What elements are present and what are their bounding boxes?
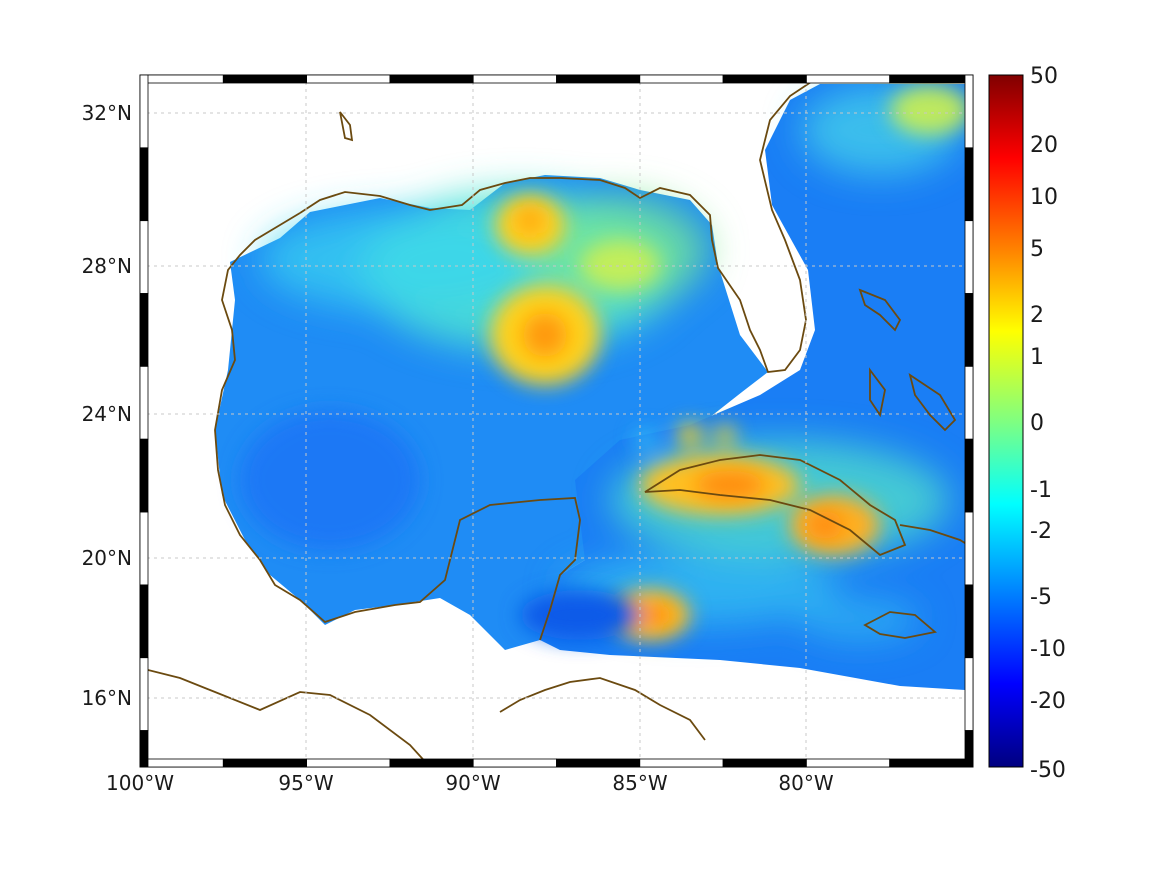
frame-segment bbox=[139, 293, 149, 367]
lat-label-16n: 16°N bbox=[82, 686, 132, 710]
frame-segment bbox=[222, 74, 308, 84]
frame-segment bbox=[389, 74, 474, 84]
frame-segment bbox=[964, 220, 974, 294]
frame-segment bbox=[139, 220, 149, 294]
frame-segment bbox=[306, 758, 391, 768]
colorbar-label: 10 bbox=[1030, 185, 1058, 210]
frame-segment bbox=[556, 74, 641, 84]
lon-label-85w: 85°W bbox=[612, 771, 667, 795]
lat-label-20n: 20°N bbox=[82, 546, 132, 570]
colorbar-label: 2 bbox=[1030, 303, 1044, 328]
colorbar-label: -1 bbox=[1030, 478, 1052, 503]
frame-segment bbox=[306, 74, 391, 84]
map-frame bbox=[139, 74, 974, 768]
lon-label-95w: 95°W bbox=[278, 771, 333, 795]
frame-segment bbox=[139, 511, 149, 586]
colorbar: 50 20 10 5 2 1 0 -1 -2 -5 -10 -20 -50 bbox=[988, 64, 1066, 783]
frame-segment bbox=[964, 293, 974, 367]
frame-segment bbox=[722, 74, 807, 84]
frame-segment bbox=[139, 584, 149, 659]
frame-segment bbox=[139, 74, 149, 149]
frame-segment bbox=[139, 730, 149, 768]
frame-segment bbox=[222, 758, 308, 768]
frame-segment bbox=[964, 657, 974, 731]
frame-segment bbox=[964, 730, 974, 768]
coastlines bbox=[140, 75, 973, 767]
colorbar-label: -10 bbox=[1030, 637, 1066, 662]
longitude-labels: 100°W 95°W 90°W 85°W 80°W bbox=[106, 771, 834, 795]
frame-segment bbox=[139, 74, 224, 84]
colorbar-label: -20 bbox=[1030, 689, 1066, 714]
colorbar-label: 20 bbox=[1030, 133, 1058, 158]
frame-segment bbox=[964, 584, 974, 659]
lon-label-100w: 100°W bbox=[106, 771, 174, 795]
frame-segment bbox=[889, 758, 974, 768]
lat-label-24n: 24°N bbox=[82, 402, 132, 426]
frame-segment bbox=[806, 758, 891, 768]
lon-label-80w: 80°W bbox=[778, 771, 833, 795]
colorbar-label: 0 bbox=[1030, 411, 1044, 436]
frame-segment bbox=[964, 365, 974, 440]
data-field bbox=[215, 84, 970, 690]
colorbar-label: 50 bbox=[1030, 64, 1058, 89]
lon-label-90w: 90°W bbox=[445, 771, 500, 795]
lat-label-32n: 32°N bbox=[82, 101, 132, 125]
colorbar-label: -2 bbox=[1030, 519, 1052, 544]
colorbar-label: -5 bbox=[1030, 585, 1052, 610]
frame-segment bbox=[964, 511, 974, 586]
frame-segment bbox=[556, 758, 641, 768]
frame-segment bbox=[472, 758, 557, 768]
frame-segment bbox=[639, 758, 724, 768]
frame-segment bbox=[139, 365, 149, 440]
frame-segment bbox=[389, 758, 474, 768]
frame-segment bbox=[639, 74, 724, 84]
frame-segment bbox=[889, 74, 974, 84]
colorbar-label: 1 bbox=[1030, 345, 1044, 370]
colorbar-labels: 50 20 10 5 2 1 0 -1 -2 -5 -10 -20 -50 bbox=[1030, 64, 1066, 783]
colorbar-scale bbox=[988, 74, 1024, 768]
frame-segment bbox=[964, 147, 974, 222]
graticule bbox=[140, 75, 973, 767]
colorbar-label: -50 bbox=[1030, 758, 1066, 783]
lat-label-28n: 28°N bbox=[82, 254, 132, 278]
frame-segment bbox=[139, 147, 149, 222]
frame-segment bbox=[964, 74, 974, 149]
frame-segment bbox=[722, 758, 807, 768]
frame-segment bbox=[472, 74, 557, 84]
frame-segment bbox=[139, 657, 149, 731]
frame-segment bbox=[139, 758, 224, 768]
frame-segment bbox=[139, 438, 149, 513]
colorbar-label: 5 bbox=[1030, 237, 1044, 262]
frame-segment bbox=[964, 438, 974, 513]
latitude-labels: 16°N 20°N 24°N 28°N 32°N bbox=[82, 101, 132, 710]
frame-segment bbox=[806, 74, 891, 84]
